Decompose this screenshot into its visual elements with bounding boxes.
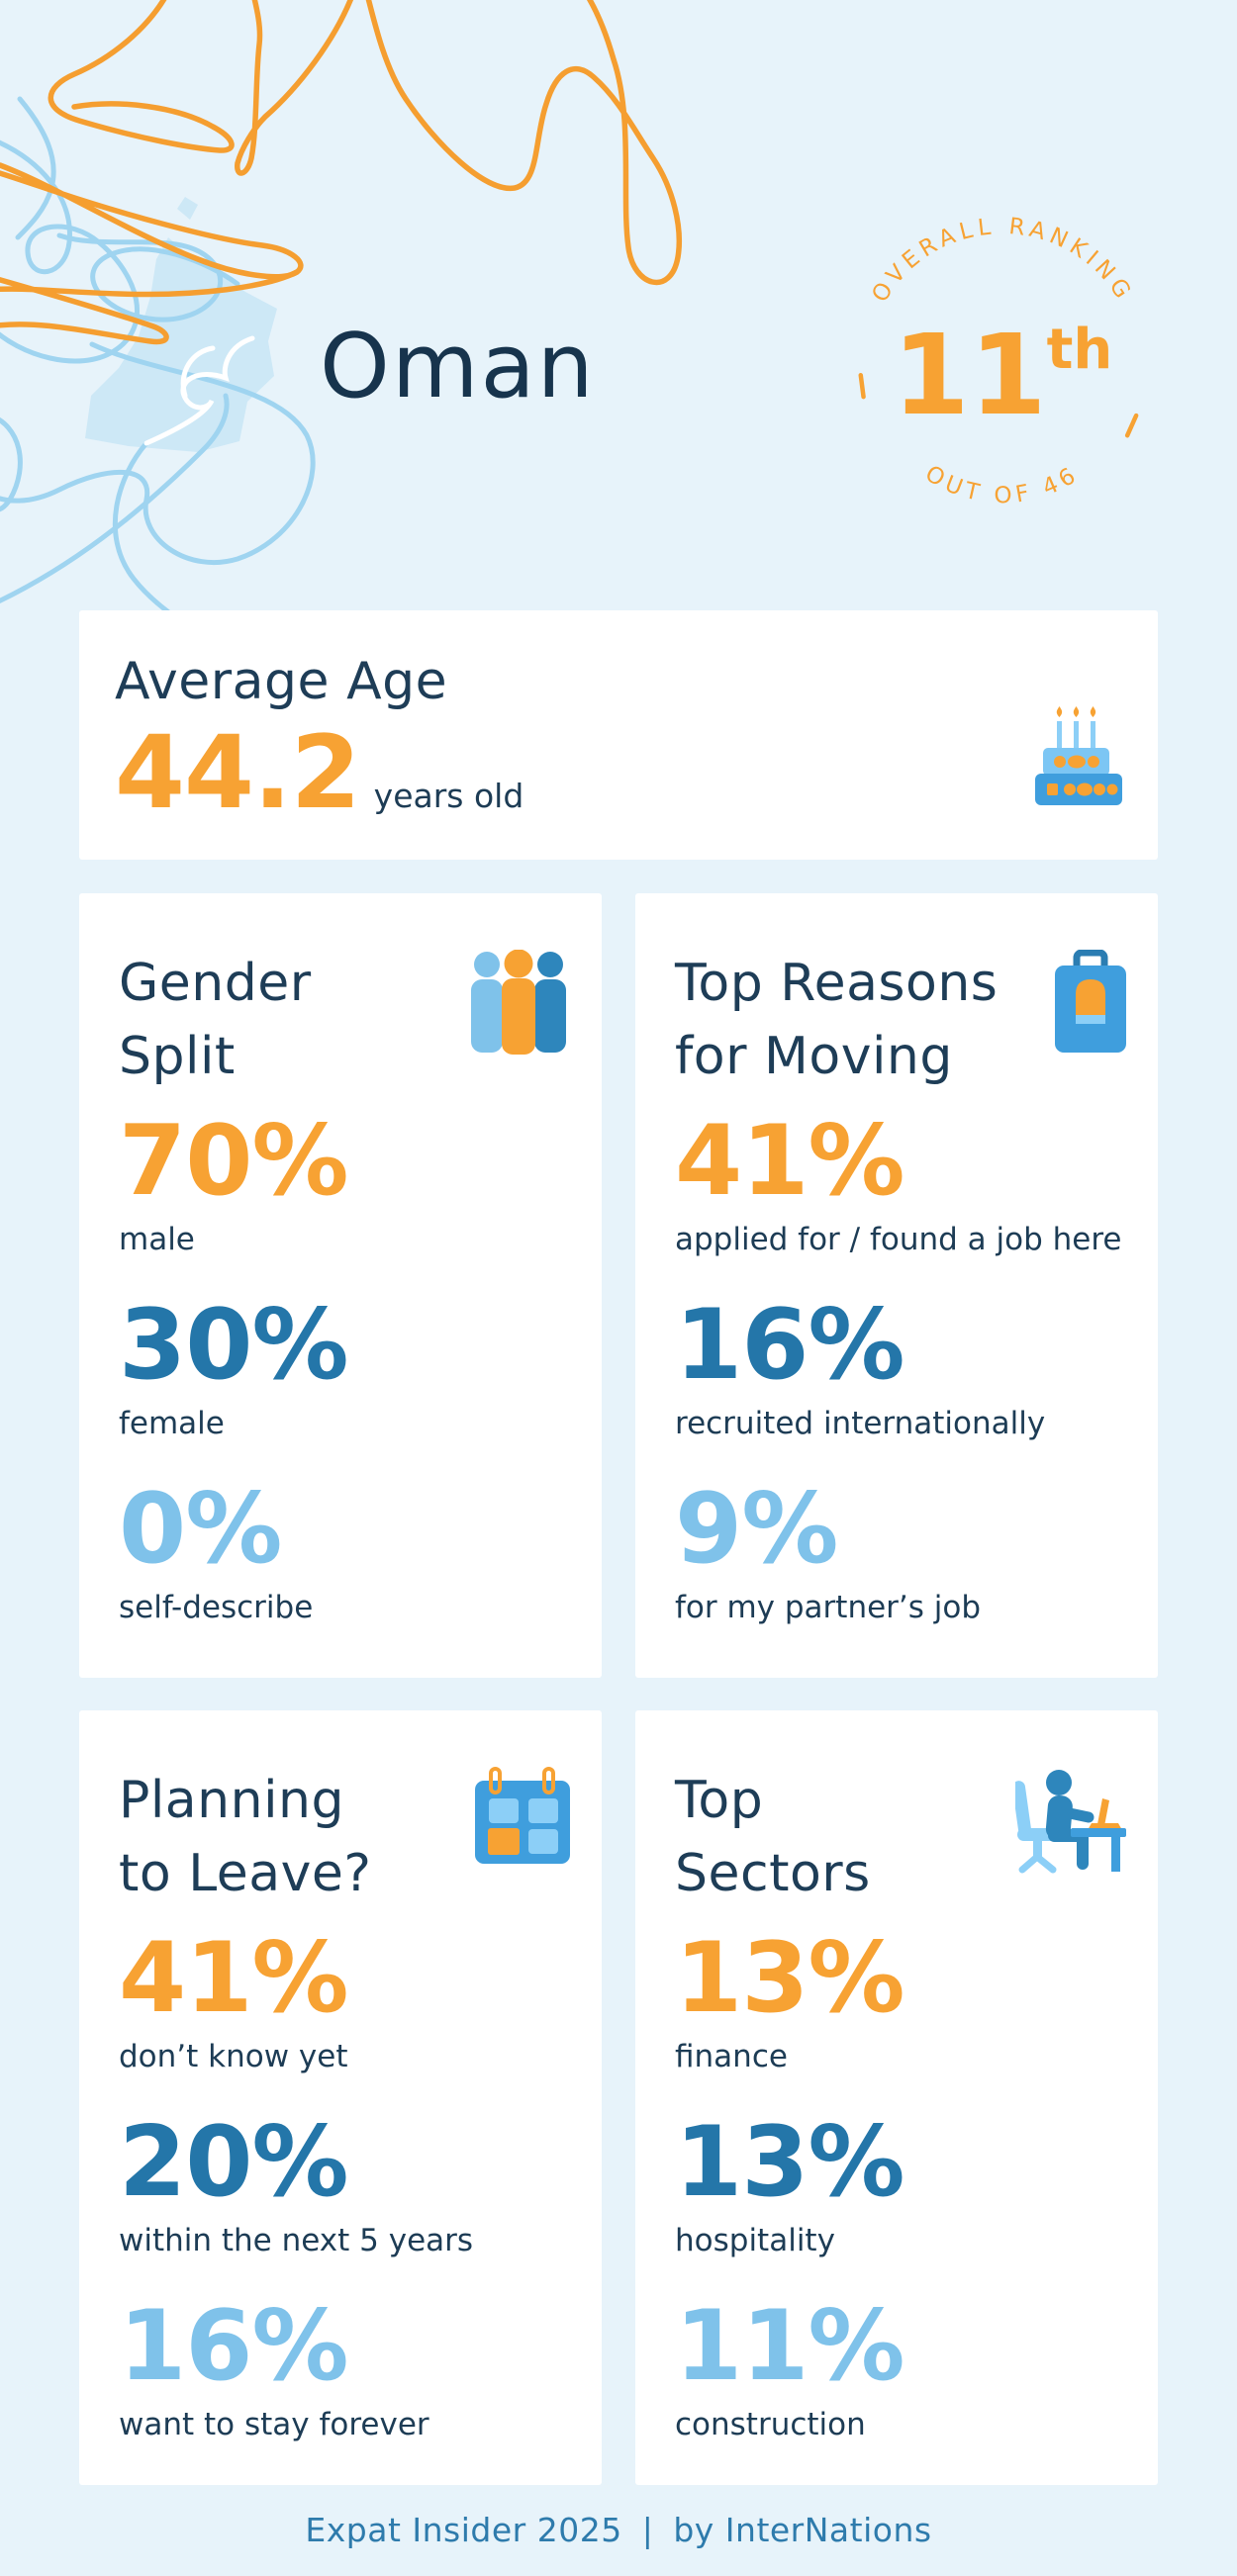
- badge-dash-right: [1124, 413, 1139, 438]
- card-title: Top Reasons for Moving: [675, 954, 999, 1086]
- card-title: Planning to Leave?: [119, 1771, 372, 1903]
- stat-item: 41% applied for / found a job here: [675, 1113, 1134, 1257]
- footer-byline: by InterNations: [673, 2511, 932, 2549]
- gender-split-card: Gender Split 70% male 30% female 0% self…: [79, 893, 602, 1678]
- card-title: Top Sectors: [675, 1771, 871, 1903]
- stat-item: 13% hospitality: [675, 2114, 1134, 2258]
- stat-value: 30%: [119, 1288, 349, 1402]
- stat-label: for my partner’s job: [675, 1589, 982, 1625]
- stat-item: 9% for my partner’s job: [675, 1481, 1134, 1625]
- stat-item: 70% male: [119, 1113, 578, 1257]
- stat-value: 20%: [119, 2105, 349, 2219]
- average-age-card: Average Age 44.2 years old: [79, 610, 1158, 860]
- stat-item: 11% construction: [675, 2298, 1134, 2442]
- stat-value: 13%: [675, 1921, 905, 2035]
- people-icon: [467, 949, 570, 1062]
- stat-item: 16% want to stay forever: [119, 2298, 578, 2442]
- stat-value: 41%: [119, 1921, 349, 2035]
- oman-map-shape: [85, 197, 277, 452]
- stat-value: 70%: [119, 1104, 349, 1218]
- overall-ranking-badge: OVERALL RANKING OUT OF 46 11th: [858, 214, 1139, 509]
- footer-brand: Expat Insider 2025: [305, 2511, 622, 2549]
- card-title: Gender Split: [119, 954, 312, 1086]
- stat-item: 16% recruited internationally: [675, 1297, 1134, 1441]
- badge-dash-left: [858, 373, 866, 400]
- planning-to-leave-card: Planning to Leave? 41% don’t know yet 20…: [79, 1710, 602, 2485]
- calendar-icon: [475, 1767, 570, 1874]
- stat-value: 11%: [675, 2289, 905, 2403]
- stat-value: 0%: [119, 1472, 282, 1586]
- stat-label: don’t know yet: [119, 2038, 348, 2074]
- stat-label: construction: [675, 2406, 866, 2442]
- birthday-cake-icon: [1033, 704, 1124, 811]
- stat-item: 13% finance: [675, 1930, 1134, 2074]
- stat-label: want to stay forever: [119, 2406, 429, 2442]
- footer: Expat Insider 2025 | by InterNations: [0, 2511, 1237, 2549]
- suitcase-icon: [1055, 949, 1126, 1058]
- decorative-lines: [0, 0, 683, 651]
- stat-value: 9%: [675, 1472, 838, 1586]
- stat-item: 30% female: [119, 1297, 578, 1441]
- stat-item: 20% within the next 5 years: [119, 2114, 578, 2258]
- top-reasons-for-moving-card: Top Reasons for Moving 41% applied for /…: [635, 893, 1158, 1678]
- stat-value: 16%: [119, 2289, 349, 2403]
- footer-separator: |: [641, 2511, 654, 2549]
- stat-value: 13%: [675, 2105, 905, 2219]
- badge-bottom-arc-text: OUT OF 46: [920, 461, 1084, 509]
- stat-label: male: [119, 1221, 195, 1257]
- badge-rank: 11th: [893, 312, 1113, 440]
- stat-label: recruited internationally: [675, 1405, 1046, 1441]
- stat-value: 41%: [675, 1104, 905, 1218]
- stat-value: 16%: [675, 1288, 905, 1402]
- stat-label: applied for / found a job here: [675, 1221, 1122, 1257]
- card-title: Average Age: [115, 652, 448, 711]
- stat-label: self-describe: [119, 1589, 314, 1625]
- person-desk-icon: [1012, 1767, 1126, 1880]
- stat-item: 41% don’t know yet: [119, 1930, 578, 2074]
- average-age-unit: years old: [373, 776, 524, 815]
- stat-label: within the next 5 years: [119, 2222, 474, 2258]
- page-title: Oman: [320, 315, 596, 418]
- stat-label: female: [119, 1405, 225, 1441]
- average-age-value: 44.2: [115, 713, 361, 832]
- top-sectors-card: Top Sectors: [635, 1710, 1158, 2485]
- stat-label: hospitality: [675, 2222, 835, 2258]
- stat-label: finance: [675, 2038, 788, 2074]
- stat-item: 0% self-describe: [119, 1481, 578, 1625]
- badge-top-arc-text: OVERALL RANKING: [867, 214, 1137, 307]
